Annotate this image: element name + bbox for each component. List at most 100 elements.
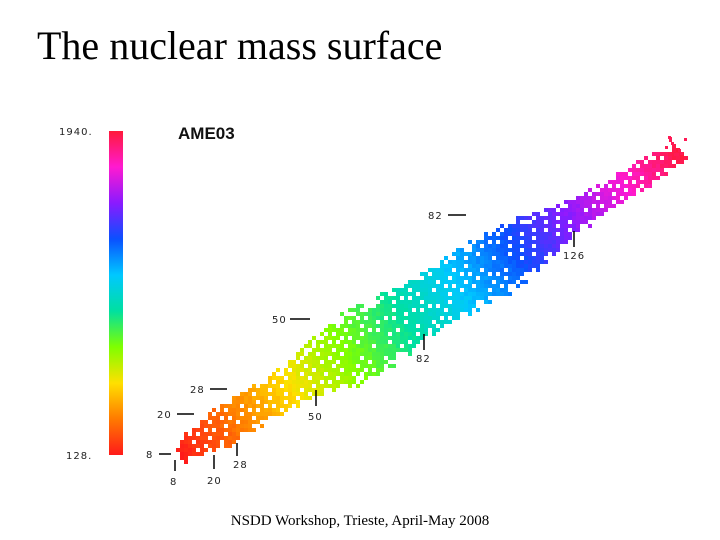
nuclide-cell [216, 440, 220, 444]
nuclide-cell [496, 260, 500, 264]
nuclide-cell [536, 232, 540, 236]
neutron-magic-28-label: 28 [233, 460, 248, 471]
nuclide-cell [368, 356, 372, 360]
nuclide-cell [620, 192, 624, 196]
nuclide-cell [552, 220, 556, 224]
nuclide-cell [580, 204, 584, 208]
nuclide-cell [228, 444, 232, 448]
nuclide-cell [468, 292, 472, 296]
nuclide-cell [272, 376, 276, 380]
nuclide-cell [516, 240, 520, 244]
nuclide-cell [420, 272, 424, 276]
nuclide-cell [284, 368, 288, 372]
nuclide-cell [300, 392, 304, 396]
nuclide-cell [396, 320, 400, 324]
nuclide-cell [500, 240, 504, 244]
nuclide-cell [628, 188, 632, 192]
nuclide-cell [468, 252, 472, 256]
nuclide-cell [412, 328, 416, 332]
nuclide-cell [364, 356, 368, 360]
nuclide-cell [512, 276, 516, 280]
nuclide-cell [678, 149, 681, 152]
nuclide-cell [432, 292, 436, 296]
nuclide-cell [392, 364, 396, 368]
nuclide-cell [656, 164, 660, 168]
nuclide-cell [364, 332, 368, 336]
nuclide-cell [252, 388, 256, 392]
nuclide-cell [340, 328, 344, 332]
nuclide-cell [392, 352, 396, 356]
nuclide-cell [372, 308, 376, 312]
nuclide-cell [372, 324, 376, 328]
nuclide-cell [284, 396, 288, 400]
nuclide-cell [372, 320, 376, 324]
nuclide-cell [556, 248, 560, 252]
nuclide-cell [372, 348, 376, 352]
nuclide-cell [656, 168, 660, 172]
nuclide-cell [336, 372, 340, 376]
nuclide-cell [312, 364, 316, 368]
nuclide-cell [524, 224, 528, 228]
nuclide-cell [288, 380, 292, 384]
nuclide-cell [484, 252, 488, 256]
nuclide-cell [420, 288, 424, 292]
nuclide-cell [480, 280, 484, 284]
nuclide-cell [516, 268, 520, 272]
nuclide-cell [464, 308, 468, 312]
nuclide-cell [200, 440, 204, 444]
nuclide-cell [528, 256, 532, 260]
nuclide-cell [412, 324, 416, 328]
nuclide-cell [372, 356, 376, 360]
nuclide-cell [420, 296, 424, 300]
nuclide-cell [380, 332, 384, 336]
nuclide-cell [488, 256, 492, 260]
nuclide-cell [272, 396, 276, 400]
nuclide-cell [368, 364, 372, 368]
nuclide-cell [504, 260, 508, 264]
nuclide-cell [484, 300, 488, 304]
nuclide-cell [560, 228, 564, 232]
nuclide-cell [200, 452, 204, 456]
nuclide-cell [252, 420, 256, 424]
nuclide-cell [356, 328, 360, 332]
nuclide-cell [376, 304, 380, 308]
nuclide-cell [612, 180, 616, 184]
nuclide-cell [404, 344, 408, 348]
nuclide-cell [372, 364, 376, 368]
nuclide-cell [584, 216, 588, 220]
nuclide-cell [512, 228, 516, 232]
nuclide-cell [188, 444, 192, 448]
nuclide-cell [332, 380, 336, 384]
nuclide-cell [504, 292, 508, 296]
nuclide-cell [388, 344, 392, 348]
nuclide-cell [604, 196, 608, 200]
nuclide-cell [384, 312, 388, 316]
nuclide-cell [544, 260, 548, 264]
nuclide-cell [652, 172, 656, 176]
nuclide-cell [528, 228, 532, 232]
nuclide-cell [376, 360, 380, 364]
nuclide-cell [384, 340, 388, 344]
nuclide-cell [552, 236, 556, 240]
nuclide-cell [296, 352, 300, 356]
nuclide-cell [368, 348, 372, 352]
nuclide-cell [672, 144, 676, 148]
nuclide-cell [340, 356, 344, 360]
nuclide-cell [236, 404, 240, 408]
nuclide-cell [424, 320, 428, 324]
nuclide-cell [300, 352, 304, 356]
nuclide-cell [504, 288, 508, 292]
nuclide-cell [564, 208, 568, 212]
nuclide-cell [416, 288, 420, 292]
nuclide-cell [424, 316, 428, 320]
nuclide-cell [488, 264, 492, 268]
nuclide-cell [208, 424, 212, 428]
nuclide-cell [464, 268, 468, 272]
nuclide-cell [328, 376, 332, 380]
nuclide-cell [424, 296, 428, 300]
nuclide-cell [492, 260, 496, 264]
nuclide-cell [200, 420, 204, 424]
nuclide-cell [388, 304, 392, 308]
nuclide-cell [536, 236, 540, 240]
nuclide-cell [288, 364, 292, 368]
